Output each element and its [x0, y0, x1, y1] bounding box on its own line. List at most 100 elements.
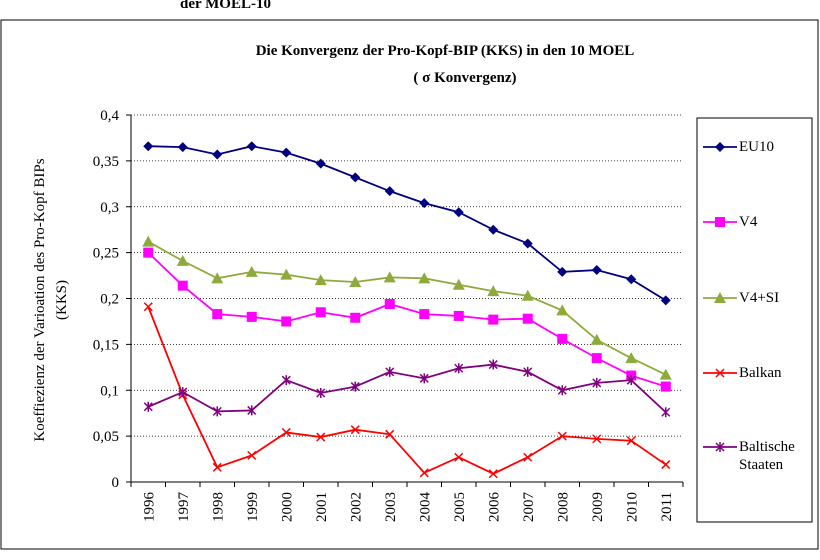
data-point [660, 381, 671, 392]
data-point [488, 359, 498, 370]
data-point [488, 469, 498, 479]
data-point [590, 333, 603, 345]
data-point [659, 368, 672, 380]
chart-frame [0, 19, 819, 550]
data-point [487, 285, 500, 297]
y-tick-label: 0,25 [93, 246, 119, 262]
data-point [626, 274, 637, 285]
legend-label-box: V4 [739, 214, 758, 230]
x-tick-label: 1997 [176, 492, 192, 523]
data-point [316, 432, 326, 442]
data-point [591, 265, 602, 276]
x-tick-label: 1996 [141, 492, 157, 523]
data-point [626, 436, 636, 446]
x-tick-label: 2005 [452, 492, 468, 522]
data-point [281, 375, 291, 386]
data-point [523, 452, 533, 462]
y-tick-label: 0,4 [100, 108, 119, 124]
data-point [143, 141, 154, 152]
data-point [454, 363, 464, 374]
x-tick-label: 1998 [210, 492, 226, 522]
chart-subtitle: ( σ Konvergenz) [413, 70, 516, 86]
data-point [246, 311, 257, 322]
y-tick-label: 0,35 [93, 154, 119, 170]
data-point [453, 207, 464, 218]
data-point [350, 381, 360, 392]
data-point [212, 309, 223, 320]
x-tick-label: 2000 [279, 492, 295, 522]
data-point [350, 312, 361, 323]
data-point [211, 272, 224, 284]
data-point [454, 452, 464, 462]
y-tick-label: 0,3 [100, 200, 119, 216]
data-point [177, 142, 188, 153]
data-point [281, 427, 291, 437]
legend-label-box: Baltische Staaten [739, 439, 795, 473]
data-point [143, 401, 153, 412]
y-tick-label: 0,05 [93, 429, 119, 445]
data-point [178, 387, 188, 398]
data-point [176, 254, 189, 266]
data-point [212, 149, 223, 160]
legend-marker [715, 442, 725, 452]
data-point [384, 186, 395, 197]
data-point [281, 316, 292, 327]
series-line [147, 240, 667, 376]
data-point [557, 431, 567, 441]
data-point [419, 468, 429, 478]
data-point [384, 299, 395, 310]
legend-label: V4 [739, 214, 758, 230]
legend-marker [715, 368, 725, 378]
data-point [419, 373, 429, 384]
legend-label-box: V4+SI [739, 290, 779, 306]
cropped-heading: der MOEL-10 [180, 0, 271, 12]
legend-label: Balkan [739, 365, 782, 381]
data-point [488, 314, 499, 325]
legend-marker [715, 217, 725, 227]
x-tick-label: 2008 [555, 492, 571, 522]
data-point [385, 429, 395, 439]
data-point [419, 198, 430, 209]
data-point [625, 352, 638, 364]
data-point [315, 158, 326, 169]
data-point [281, 147, 292, 158]
data-point [661, 460, 671, 470]
series-line [147, 251, 667, 388]
x-tick-label: 2003 [383, 492, 399, 522]
data-point [350, 172, 361, 183]
data-point [522, 238, 533, 249]
legend-box [696, 117, 813, 523]
data-point [212, 406, 222, 417]
legend-label: EU10 [739, 139, 774, 155]
data-point [385, 366, 395, 377]
data-point [419, 309, 430, 320]
data-point [349, 275, 362, 287]
data-point [245, 265, 258, 277]
data-point [523, 366, 533, 377]
data-point [418, 272, 431, 284]
data-point [246, 141, 257, 152]
y-axis-title: Koeffiezienz der Varioation des Pro-Kopf… [32, 158, 48, 441]
data-point [660, 295, 671, 306]
x-tick-label: 2001 [314, 492, 330, 522]
data-point [142, 235, 155, 247]
x-tick-label: 2002 [348, 492, 364, 522]
data-point [314, 274, 327, 286]
legend-label: Baltische Staaten [739, 439, 795, 473]
legend-label-box: EU10 [739, 139, 774, 155]
data-point [212, 462, 222, 472]
y-tick-label: 0,2 [100, 292, 119, 308]
data-point [661, 407, 671, 418]
data-point [143, 302, 153, 312]
data-point [452, 278, 465, 290]
data-point [383, 271, 396, 283]
data-point [522, 313, 533, 324]
series-line [147, 306, 667, 475]
data-point [247, 405, 257, 416]
x-tick-label: 2007 [521, 492, 537, 523]
data-point [557, 333, 568, 344]
data-point [557, 266, 568, 277]
y-tick-label: 0,15 [93, 337, 119, 353]
